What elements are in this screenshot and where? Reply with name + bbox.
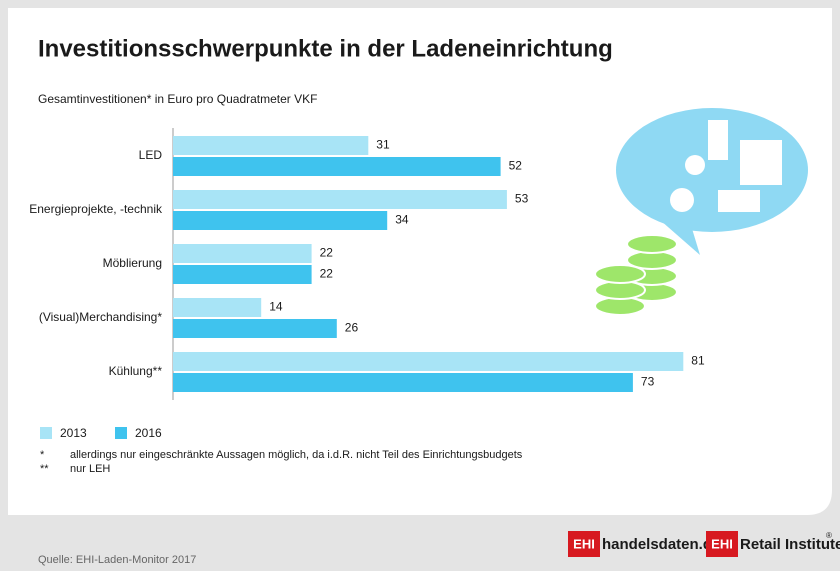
bar bbox=[173, 373, 633, 392]
logo: EHI handelsdaten.de EHI Retail Institute… bbox=[568, 531, 840, 557]
y-tick-label: Kühlung** bbox=[109, 364, 163, 378]
footnote: nur LEH bbox=[70, 463, 110, 475]
bar bbox=[173, 211, 388, 230]
bar bbox=[173, 136, 369, 155]
subtitle: Gesamtinvestitionen* in Euro pro Quadrat… bbox=[38, 92, 317, 106]
legend-label: 2013 bbox=[60, 426, 87, 440]
data-label: 81 bbox=[691, 354, 705, 368]
data-label: 14 bbox=[269, 300, 283, 314]
footnote-mark: * bbox=[40, 449, 45, 461]
logo-text: Retail Institute bbox=[740, 536, 840, 553]
bar bbox=[173, 265, 312, 284]
data-label: 34 bbox=[395, 213, 409, 227]
data-label: 73 bbox=[641, 375, 655, 389]
bar bbox=[173, 244, 312, 263]
logo-badge: EHI bbox=[573, 536, 595, 551]
data-label: 26 bbox=[345, 321, 359, 335]
logo-text: handelsdaten.de bbox=[602, 536, 720, 553]
illustration bbox=[594, 108, 808, 316]
data-label: 52 bbox=[509, 159, 523, 173]
y-tick-label: Energieprojekte, -technik bbox=[29, 202, 163, 216]
legend-swatch bbox=[40, 427, 52, 439]
bar bbox=[173, 352, 684, 371]
y-tick-label: LED bbox=[139, 148, 163, 162]
data-label: 31 bbox=[376, 138, 390, 152]
data-label: 22 bbox=[320, 246, 334, 260]
chart-title: Investitionsschwerpunkte in der Ladenein… bbox=[38, 35, 613, 62]
bar bbox=[173, 157, 501, 176]
legend-swatch bbox=[115, 427, 127, 439]
data-label: 53 bbox=[515, 192, 529, 206]
y-tick-label: (Visual)Merchandising* bbox=[39, 310, 163, 324]
bar bbox=[173, 298, 262, 317]
logo-sup: ® bbox=[826, 531, 832, 540]
bar bbox=[173, 190, 507, 209]
logo-badge: EHI bbox=[711, 536, 733, 551]
legend-label: 2016 bbox=[135, 426, 162, 440]
data-label: 22 bbox=[320, 267, 334, 281]
source: Quelle: EHI-Laden-Monitor 2017 bbox=[38, 554, 196, 566]
bar bbox=[173, 319, 337, 338]
y-tick-label: Möblierung bbox=[103, 256, 162, 270]
footnote-mark: ** bbox=[40, 463, 49, 475]
footnote: allerdings nur eingeschränkte Aussagen m… bbox=[70, 449, 523, 461]
